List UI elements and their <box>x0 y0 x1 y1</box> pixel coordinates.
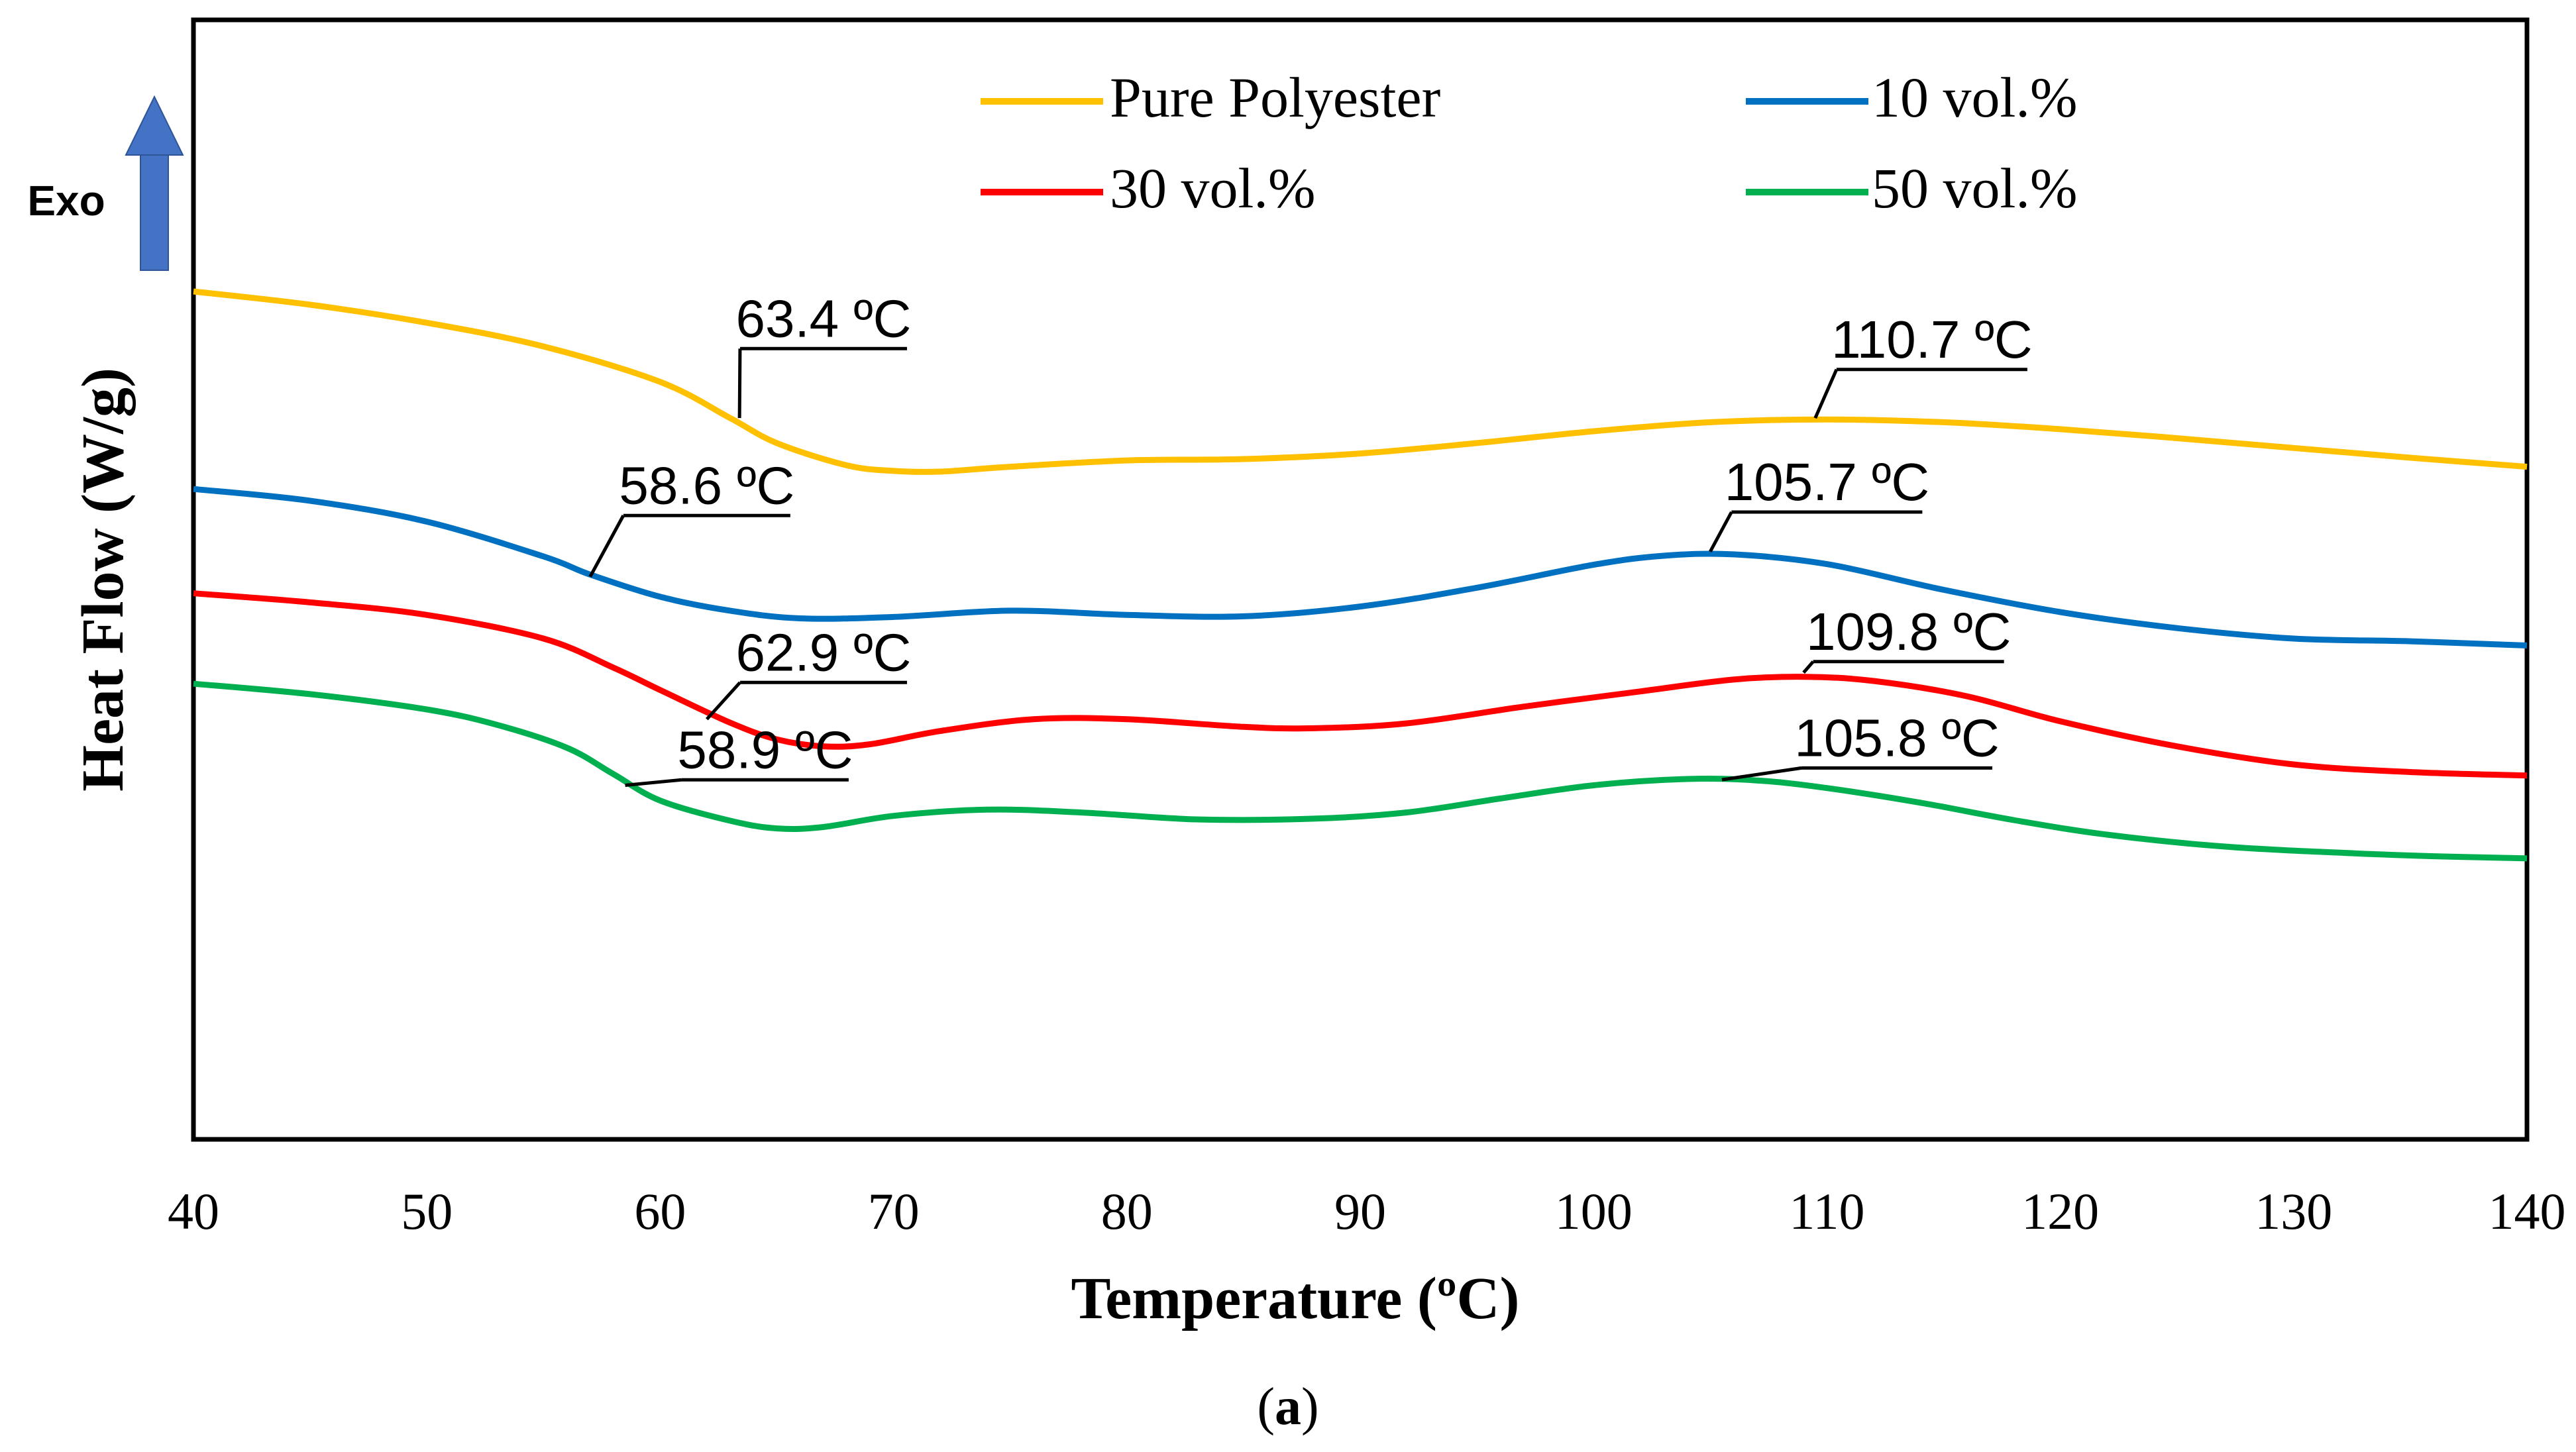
annotation-label-0: 63.4 ºC <box>735 289 911 348</box>
annotation-leader-1 <box>1813 368 1839 419</box>
series-line-pure-polyester <box>193 288 2528 476</box>
annotation-label-5: 109.8 ºC <box>1806 602 2011 661</box>
series-layer <box>193 288 2528 862</box>
annotation-leader-4 <box>705 681 741 721</box>
y-axis-title: Heat Flow (W/g) <box>70 368 136 792</box>
annotation-label-2: 58.6 ºC <box>619 456 794 515</box>
series-line-50-vol <box>193 680 2528 862</box>
exo-label: Exo <box>27 177 105 225</box>
annotation-leader-7 <box>1721 766 1802 782</box>
legend-label-10-vol: 10 vol.% <box>1872 66 2078 129</box>
x-axis-ticks: 40 50 60 70 80 90 100 110 120 130 140 <box>168 1182 2566 1240</box>
annotation-leader-3 <box>1709 511 1733 552</box>
figure-caption: (a) <box>1257 1378 1318 1436</box>
x-axis-title: Temperature (ºC) <box>1071 1266 1519 1331</box>
x-tick-label-140: 140 <box>2489 1182 2566 1240</box>
x-tick-label-110: 110 <box>1789 1182 1864 1240</box>
annotation-label-1: 110.7 ºC <box>1831 310 2032 369</box>
series-line-10-vol <box>193 486 2528 648</box>
annotation-leader-0 <box>737 348 742 419</box>
annotation-leader-5 <box>1802 660 1815 674</box>
exo-arrow-icon <box>125 95 184 271</box>
series-line-30-vol <box>193 590 2528 779</box>
x-tick-label-130: 130 <box>2255 1182 2332 1240</box>
annotation-label-7: 105.8 ºC <box>1794 708 1999 767</box>
annotation-label-4: 62.9 ºC <box>735 623 911 682</box>
annotation-leader-2 <box>588 515 625 578</box>
legend-label-50-vol: 50 vol.% <box>1872 156 2078 220</box>
legend-label-30-vol: 30 vol.% <box>1110 156 1316 220</box>
legend: Pure Polyester 10 vol.% 30 vol.% 50 vol.… <box>981 66 2078 220</box>
legend-label-pure-polyester: Pure Polyester <box>1110 66 1440 129</box>
annotation-label-3: 105.7 ºC <box>1725 452 1929 511</box>
x-tick-label-50: 50 <box>401 1182 453 1240</box>
x-tick-label-90: 90 <box>1334 1182 1386 1240</box>
x-tick-label-120: 120 <box>2021 1182 2099 1240</box>
x-tick-label-70: 70 <box>868 1182 920 1240</box>
plot-area-frame <box>191 17 2530 1142</box>
annotation-leader-6 <box>625 778 682 787</box>
x-tick-label-40: 40 <box>168 1182 219 1240</box>
x-tick-label-60: 60 <box>634 1182 686 1240</box>
x-tick-label-80: 80 <box>1101 1182 1153 1240</box>
annotation-label-6: 58.9 ºC <box>677 720 853 779</box>
x-tick-label-100: 100 <box>1555 1182 1633 1240</box>
annotation-layer: 63.4 ºC 110.7 ºC 58.6 ºC 105.7 ºC 62.9 ºC 109… <box>588 289 2033 787</box>
